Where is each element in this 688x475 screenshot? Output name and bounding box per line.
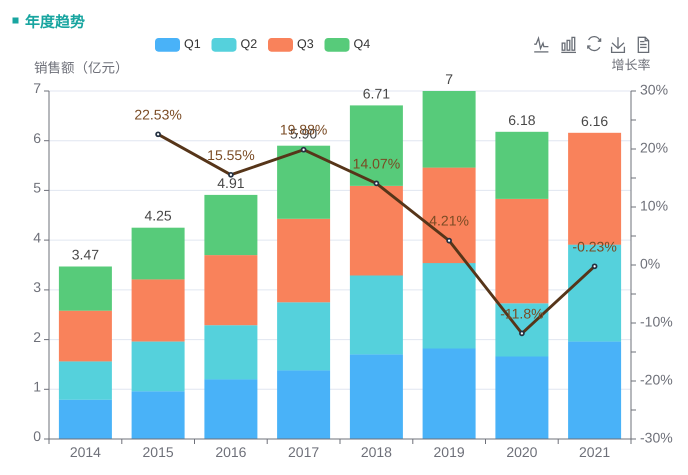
svg-text:6: 6 [33, 130, 41, 146]
svg-text:Q2: Q2 [241, 37, 258, 51]
svg-text:4.25: 4.25 [144, 208, 171, 224]
svg-text:3.47: 3.47 [72, 247, 99, 263]
svg-text:2: 2 [33, 329, 41, 345]
svg-text:3: 3 [33, 279, 41, 295]
svg-text:2016: 2016 [215, 444, 246, 460]
svg-text:5: 5 [33, 180, 41, 196]
svg-text:6.71: 6.71 [363, 85, 390, 101]
svg-text:2021: 2021 [579, 444, 610, 460]
svg-text:2014: 2014 [70, 444, 101, 460]
svg-text:增长率: 增长率 [611, 58, 650, 73]
svg-text:销售额（亿元）: 销售额（亿元） [34, 61, 129, 76]
svg-text:4.21%: 4.21% [429, 213, 469, 229]
svg-text:年度趋势: 年度趋势 [25, 13, 85, 31]
svg-text:2015: 2015 [143, 444, 174, 460]
svg-text:14.07%: 14.07% [353, 155, 400, 171]
svg-text:15.55%: 15.55% [207, 147, 254, 163]
svg-text:19.88%: 19.88% [280, 122, 327, 138]
svg-text:7: 7 [33, 80, 41, 96]
svg-text:2020: 2020 [506, 444, 537, 460]
svg-text:-11.8%: -11.8% [500, 305, 543, 321]
svg-text:-0.23%: -0.23% [572, 238, 616, 254]
svg-text:2019: 2019 [434, 444, 465, 460]
svg-text:20%: 20% [640, 140, 668, 156]
svg-text:30%: 30% [640, 82, 668, 98]
svg-text:Q4: Q4 [354, 37, 371, 51]
svg-text:0: 0 [33, 428, 41, 444]
svg-text:-10%: -10% [640, 314, 673, 330]
svg-text:0%: 0% [640, 256, 660, 272]
svg-text:Q1: Q1 [184, 37, 201, 51]
svg-text:4: 4 [33, 229, 41, 245]
svg-text:22.53%: 22.53% [134, 106, 181, 122]
svg-text:Q3: Q3 [297, 37, 314, 51]
svg-text:7: 7 [445, 71, 453, 87]
svg-text:-30%: -30% [640, 430, 673, 446]
svg-text:2017: 2017 [288, 444, 319, 460]
svg-text:10%: 10% [640, 198, 668, 214]
svg-text:6.16: 6.16 [581, 113, 608, 129]
svg-text:6.18: 6.18 [508, 112, 535, 128]
svg-text:1: 1 [33, 379, 41, 395]
svg-text:-20%: -20% [640, 372, 673, 388]
svg-text:4.91: 4.91 [217, 175, 244, 191]
svg-text:5.90: 5.90 [290, 126, 317, 142]
svg-text:2018: 2018 [361, 444, 392, 460]
